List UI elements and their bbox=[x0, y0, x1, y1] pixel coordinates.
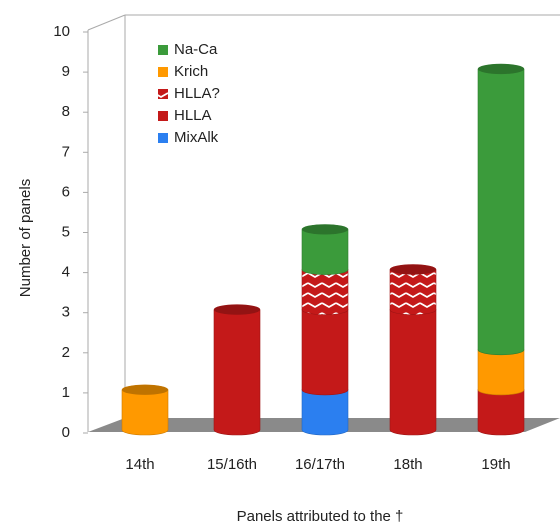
bar-top bbox=[214, 304, 260, 315]
legend-label: Krich bbox=[174, 63, 208, 80]
legend-label: HLLA? bbox=[174, 85, 220, 102]
y-tick-label: 1 bbox=[62, 384, 70, 401]
x-axis-label: Panels attributed to the † bbox=[237, 508, 404, 525]
bar-segment bbox=[389, 304, 437, 436]
y-tick-label: 8 bbox=[62, 103, 70, 120]
bar-top bbox=[122, 384, 168, 395]
legend-swatch bbox=[158, 111, 168, 121]
bar-top bbox=[478, 64, 524, 75]
x-tick-label: 16/17th bbox=[295, 456, 345, 473]
legend-label: HLLA bbox=[174, 107, 212, 124]
y-tick-label: 7 bbox=[62, 143, 70, 160]
y-tick-label: 5 bbox=[62, 223, 70, 240]
bar-segment bbox=[477, 63, 525, 356]
legend-label: Na-Ca bbox=[174, 41, 218, 58]
y-tick-label: 2 bbox=[62, 344, 70, 361]
y-tick-label: 0 bbox=[62, 424, 70, 441]
y-axis-label: Number of panels bbox=[17, 179, 34, 297]
legend-swatch bbox=[158, 133, 168, 143]
y-tick-label: 3 bbox=[62, 304, 70, 321]
x-tick-label: 19th bbox=[481, 456, 510, 473]
bar-top bbox=[302, 224, 348, 235]
y-tick-label: 9 bbox=[62, 63, 70, 80]
y-tick-label: 4 bbox=[62, 264, 70, 281]
bar-segment bbox=[301, 304, 349, 396]
y-tick-label: 10 bbox=[53, 23, 70, 40]
x-tick-label: 14th bbox=[125, 456, 154, 473]
bar-segment bbox=[213, 304, 261, 436]
legend-label: MixAlk bbox=[174, 129, 219, 146]
bar-top bbox=[390, 264, 436, 275]
y-tick-label: 6 bbox=[62, 183, 70, 200]
legend-swatch bbox=[158, 89, 168, 99]
legend-swatch bbox=[158, 67, 168, 77]
x-tick-label: 15/16th bbox=[207, 456, 257, 473]
x-tick-label: 18th bbox=[393, 456, 422, 473]
legend-swatch bbox=[158, 45, 168, 55]
